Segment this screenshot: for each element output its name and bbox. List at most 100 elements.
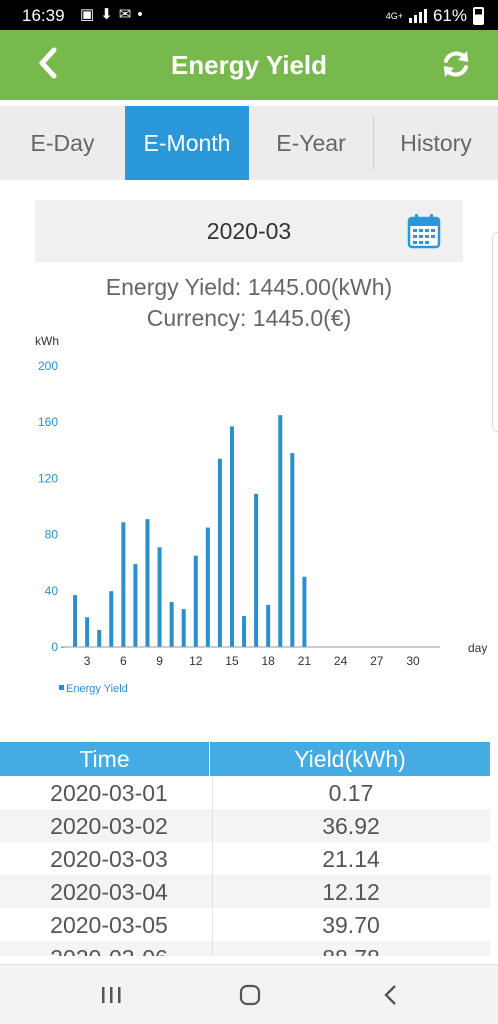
yield-cell: 0.17	[328, 780, 374, 806]
chart-bar[interactable]	[290, 453, 295, 647]
x-tick-label: 30	[406, 654, 420, 668]
yield-cell: 88.78	[212, 945, 490, 956]
column-divider	[212, 941, 213, 956]
download-icon: ⬇	[100, 6, 119, 23]
chart-bar[interactable]	[121, 522, 126, 647]
x-tick-label: 6	[120, 654, 127, 668]
tab-history[interactable]: History	[400, 130, 472, 156]
chart-bar[interactable]	[302, 576, 307, 647]
month-picker[interactable]: 2020-03	[35, 200, 463, 262]
notification-icons: ▣⬇✉•	[80, 5, 149, 23]
chart-svg: kWh day 0 40 80 120 160 200 3 6 9 12 15 18 21 24 27 30…	[35, 334, 487, 695]
chart-bar[interactable]	[278, 415, 283, 647]
energy-yield-total: Energy Yield: 1445.00(kWh)	[105, 274, 393, 300]
column-divider	[212, 875, 213, 908]
calendar-icon[interactable]	[407, 213, 441, 249]
tab-e-year[interactable]: E-Year	[276, 130, 346, 156]
yield-cell: 36.92	[322, 813, 380, 839]
x-tick-label: 24	[334, 654, 348, 668]
chart-bar[interactable]	[217, 458, 222, 647]
battery-level: 61%	[432, 6, 467, 25]
chart-bar[interactable]	[181, 609, 186, 647]
system-nav-bar	[0, 964, 498, 1024]
back-icon[interactable]	[370, 981, 410, 1009]
period-tabs: E-Day E-Month E-Year History	[0, 106, 498, 180]
energy-chart: kWh day 0 40 80 120 160 200 3 6 9 12 15 18 21 24 27 30…	[0, 330, 498, 700]
chart-bar[interactable]	[73, 595, 78, 647]
table-row: 2020-03-04 12.12	[0, 875, 490, 908]
legend-label: Energy Yield	[66, 683, 128, 695]
chart-bar[interactable]	[85, 617, 90, 647]
column-header-time: Time	[79, 746, 130, 772]
x-axis-label: day	[468, 641, 487, 655]
chart-bar[interactable]	[97, 629, 102, 647]
currency-total: Currency: 1445.0(€)	[146, 305, 352, 331]
home-icon[interactable]	[230, 981, 270, 1009]
chart-bar[interactable]	[205, 527, 210, 647]
y-tick-label: 200	[38, 359, 58, 373]
chart-bar[interactable]	[254, 493, 259, 647]
chart-bar[interactable]	[157, 547, 162, 647]
column-divider	[212, 842, 213, 875]
x-tick-label: 3	[84, 654, 91, 668]
status-time: 16:39	[22, 6, 65, 25]
table-row: 2020-03-03 21.14	[0, 842, 490, 875]
y-tick-label: 40	[45, 584, 59, 598]
legend-swatch	[59, 685, 64, 690]
app-header: Energy Yield	[0, 30, 498, 100]
gallery-icon: ▣	[80, 6, 101, 23]
messenger-icon: ✉	[118, 6, 138, 23]
table-header: Time Yield(kWh)	[0, 742, 490, 776]
table-row: 2020-03-02 36.92	[0, 809, 490, 842]
tab-e-day[interactable]: E-Day	[30, 130, 95, 156]
battery-icon	[473, 7, 484, 25]
time-cell: 2020-03-02	[50, 813, 168, 839]
column-divider	[212, 776, 213, 809]
x-tick-label: 9	[156, 654, 163, 668]
column-header-yield: Yield(kWh)	[294, 746, 406, 772]
signal-icon	[407, 9, 427, 23]
yield-cell: 21.14	[322, 846, 380, 872]
x-tick-label: 21	[298, 654, 312, 668]
chart-bar[interactable]	[169, 602, 174, 647]
x-tick-label: 15	[225, 654, 239, 668]
chevron-left-icon[interactable]	[36, 46, 60, 89]
chart-bar[interactable]	[266, 604, 271, 647]
y-axis-label: kWh	[35, 334, 59, 348]
table-rows: 2020-03-01 0.17 2020-03-02 36.92 2020-03-03 2…	[0, 776, 490, 956]
column-divider	[212, 908, 213, 941]
status-right: 4G+ 61%	[386, 6, 484, 26]
recent-apps-icon[interactable]	[91, 981, 131, 1009]
chart-bar[interactable]	[193, 555, 198, 647]
x-tick-label: 12	[189, 654, 203, 668]
time-cell: 2020-03-05	[50, 912, 168, 938]
time-cell: 2020-03-03	[50, 846, 168, 872]
time-cell: 2020-03-06	[0, 945, 218, 956]
y-tick-label: 0	[51, 640, 58, 654]
chart-bar[interactable]	[242, 616, 247, 647]
time-cell: 2020-03-04	[50, 879, 168, 905]
x-tick-label: 27	[370, 654, 384, 668]
y-tick-label: 160	[38, 415, 58, 429]
chart-bar[interactable]	[145, 519, 150, 647]
table-row: 2020-03-0688.78	[0, 941, 490, 956]
side-panel-handle[interactable]	[492, 232, 498, 432]
column-divider	[212, 809, 213, 842]
refresh-icon[interactable]	[440, 48, 472, 80]
header-divider	[209, 742, 210, 776]
chart-bar[interactable]	[229, 426, 234, 647]
yield-cell: 12.12	[322, 879, 380, 905]
yield-cell: 39.70	[322, 912, 380, 938]
tab-e-month[interactable]: E-Month	[125, 106, 249, 180]
chart-bar[interactable]	[109, 591, 114, 647]
table-row: 2020-03-01 0.17	[0, 776, 490, 809]
table-row: 2020-03-05 39.70	[0, 908, 490, 941]
network-type: 4G+	[385, 10, 403, 21]
status-bar: 16:39 ▣⬇✉• 4G+ 61%	[0, 0, 498, 30]
time-cell: 2020-03-01	[50, 780, 168, 806]
tab-divider	[373, 116, 374, 170]
selected-month: 2020-03	[206, 218, 292, 244]
x-tick-label: 18	[262, 654, 276, 668]
yield-table: Time Yield(kWh) 2020-03-01 0.17 2020-03-02…	[0, 742, 490, 956]
chart-bar[interactable]	[133, 564, 138, 647]
